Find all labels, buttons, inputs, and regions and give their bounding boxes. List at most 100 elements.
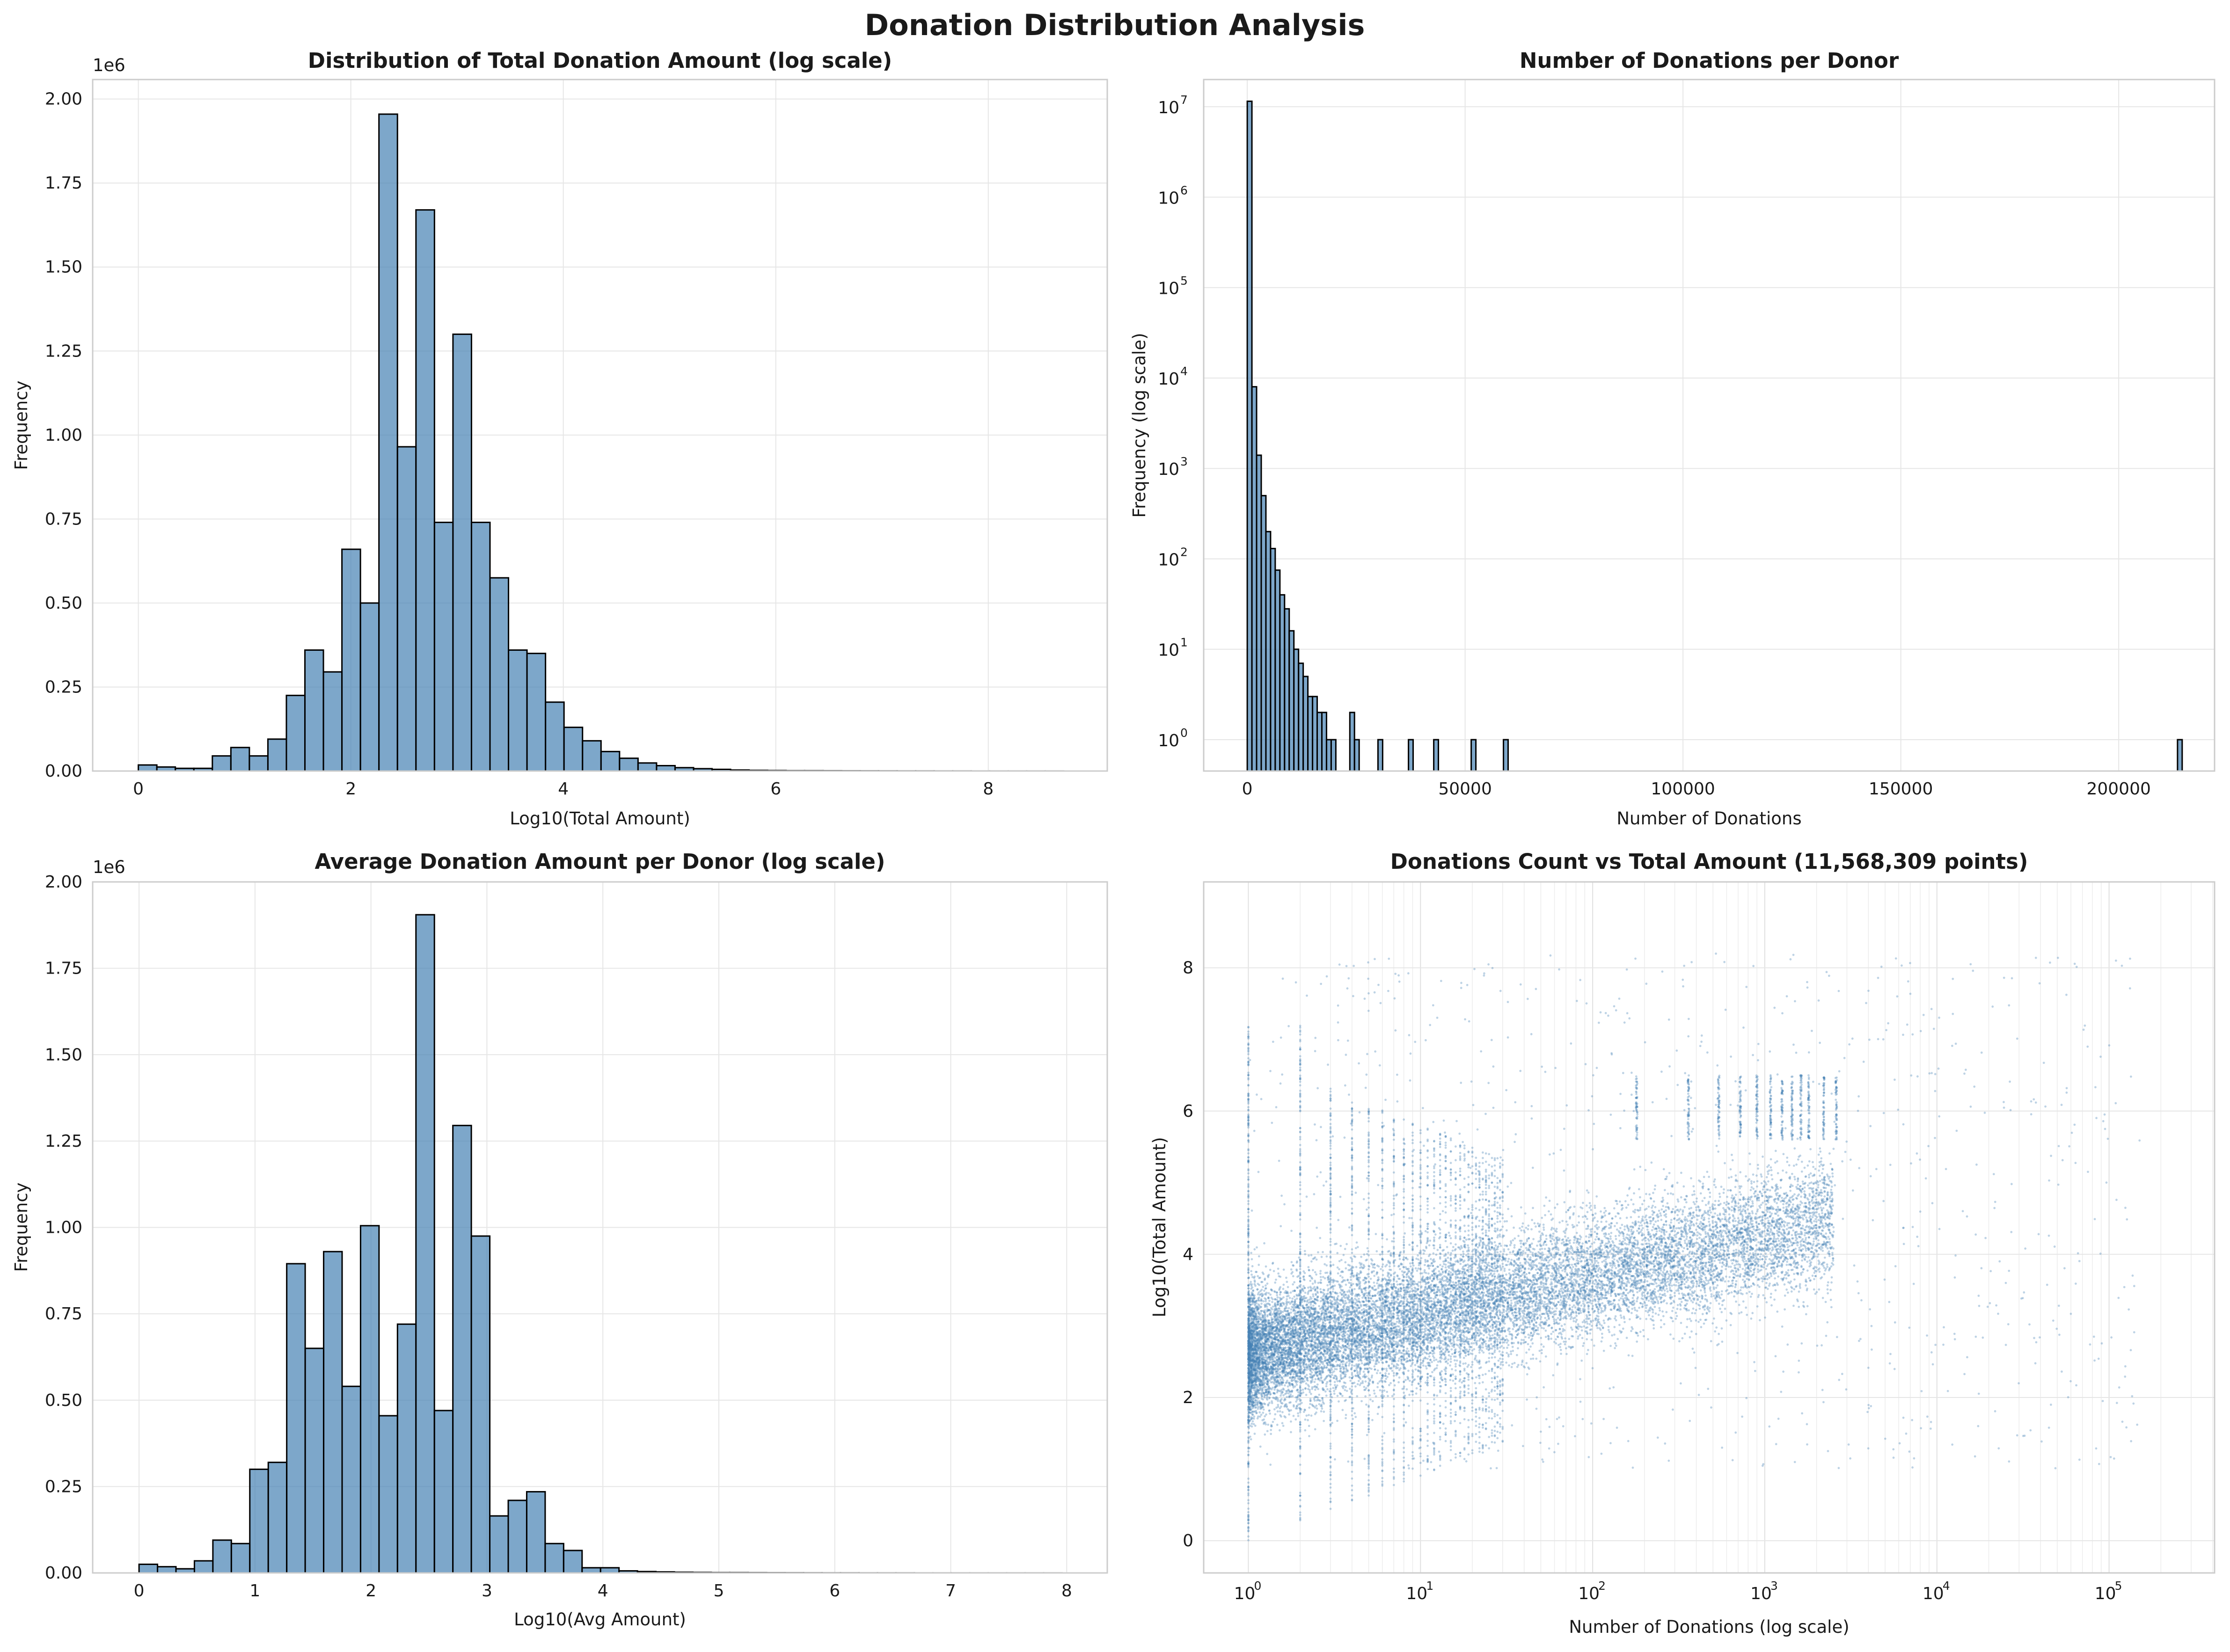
scatter-point — [1297, 1412, 1300, 1415]
panel-1-y-axis-label: Frequency — [11, 380, 31, 470]
scatter-point — [1450, 1299, 1453, 1302]
p2-bar — [1330, 739, 1337, 771]
scatter-point — [1751, 1312, 1754, 1314]
scatter-point — [1439, 1361, 1442, 1363]
scatter-point — [1271, 1358, 1274, 1361]
scatter-point — [1604, 1304, 1607, 1307]
p2-y-tick-label: 10 — [1158, 550, 1179, 569]
p2-bar — [1377, 739, 1383, 771]
scatter-point — [1733, 1295, 1735, 1298]
scatter-point — [1399, 1367, 1402, 1370]
scatter-point — [1595, 1305, 1598, 1308]
p1-y-tick-label: 1.50 — [45, 258, 82, 277]
scatter-point — [1279, 1375, 1282, 1377]
scatter-point — [1652, 1204, 1654, 1207]
scatter-point — [1435, 1367, 1438, 1369]
scatter-point — [1672, 1264, 1674, 1267]
scatter-point — [1827, 1214, 1830, 1216]
scatter-point — [1361, 1325, 1364, 1327]
scatter-point — [1573, 1294, 1576, 1296]
scatter-point — [1294, 1317, 1296, 1320]
scatter-point — [1376, 1382, 1379, 1385]
scatter-point — [1305, 1368, 1308, 1371]
scatter-point — [1607, 1329, 1610, 1332]
scatter-point — [1559, 1263, 1562, 1266]
scatter-point — [1676, 1214, 1679, 1216]
scatter-point — [1685, 1237, 1688, 1240]
p3-x-tick-label: 1 — [249, 1581, 260, 1601]
scatter-point — [1531, 1253, 1534, 1256]
scatter-point — [1330, 1393, 1332, 1396]
scatter-point — [1532, 1308, 1535, 1310]
scatter-point — [1489, 1325, 1492, 1328]
scatter-point — [1562, 1299, 1565, 1302]
scatter-point — [1269, 1268, 1272, 1271]
scatter-point — [1275, 1315, 1278, 1317]
scatter-point — [1750, 1182, 1753, 1185]
scatter-point — [1560, 1242, 1563, 1244]
p3-bar — [157, 1566, 177, 1573]
scatter-point — [1775, 1248, 1777, 1251]
scatter-point — [1680, 1233, 1683, 1236]
p2-bar — [1470, 739, 1477, 771]
scatter-point — [1524, 1262, 1527, 1265]
scatter-point — [1293, 1281, 1296, 1284]
scatter-point — [1430, 1346, 1433, 1349]
scatter-point — [1738, 1303, 1740, 1306]
scatter-point — [1524, 1252, 1527, 1254]
scatter-point — [1536, 1305, 1539, 1307]
scatter-point — [1776, 1226, 1779, 1229]
scatter-point — [1346, 1320, 1349, 1323]
scatter-point — [1417, 1288, 1419, 1290]
scatter-point — [1288, 1362, 1291, 1365]
scatter-point — [1273, 1360, 1276, 1363]
scatter-point — [1409, 1290, 1411, 1293]
scatter-point — [1256, 1365, 1259, 1368]
scatter-point — [1321, 1318, 1324, 1321]
scatter-point — [1730, 1209, 1733, 1212]
scatter-point — [1248, 1346, 1250, 1348]
scatter-point — [1723, 1201, 1726, 1204]
scatter-point — [1673, 1217, 1676, 1220]
p2-bar — [1503, 739, 1509, 771]
scatter-point — [1745, 1306, 1747, 1309]
scatter-point — [1661, 1279, 1664, 1282]
scatter-point — [1600, 1324, 1603, 1327]
scatter-point — [1299, 1333, 1302, 1335]
scatter-point — [1404, 1379, 1407, 1382]
scatter-point — [1280, 1310, 1283, 1313]
scatter-point — [1741, 1231, 1744, 1234]
scatter-point — [1421, 1322, 1423, 1325]
scatter-point — [1718, 1332, 1720, 1335]
scatter-point — [1558, 1221, 1561, 1224]
panel-3-gridlines — [93, 881, 1107, 1573]
scatter-point — [1815, 1227, 1818, 1230]
p3-bar — [581, 1567, 601, 1573]
scatter-point — [1362, 1325, 1365, 1327]
scatter-point — [1267, 1309, 1270, 1311]
p1-bar — [545, 701, 565, 771]
p1-bar — [322, 671, 343, 771]
scatter-point — [1265, 1291, 1268, 1294]
scatter-point — [1536, 1244, 1538, 1247]
p3-bar — [452, 1125, 472, 1573]
scatter-point — [1437, 1319, 1439, 1321]
scatter-point — [1440, 1304, 1442, 1307]
scatter-point — [1319, 1288, 1322, 1290]
scatter-point — [1667, 1208, 1670, 1210]
p3-bar — [507, 1499, 527, 1573]
scatter-point — [1452, 1263, 1455, 1266]
scatter-point — [1561, 1311, 1564, 1313]
scatter-point — [1541, 1216, 1543, 1219]
scatter-point — [1596, 1285, 1599, 1288]
scatter-point — [1675, 1236, 1677, 1238]
p1-bar — [249, 755, 269, 771]
scatter-point — [1714, 1186, 1717, 1188]
scatter-point — [1690, 1330, 1693, 1333]
scatter-point — [1625, 1216, 1628, 1219]
scatter-point — [1423, 1351, 1426, 1354]
scatter-point — [1309, 1369, 1312, 1372]
scatter-point — [1630, 1279, 1633, 1282]
scatter-point — [1505, 1296, 1507, 1299]
